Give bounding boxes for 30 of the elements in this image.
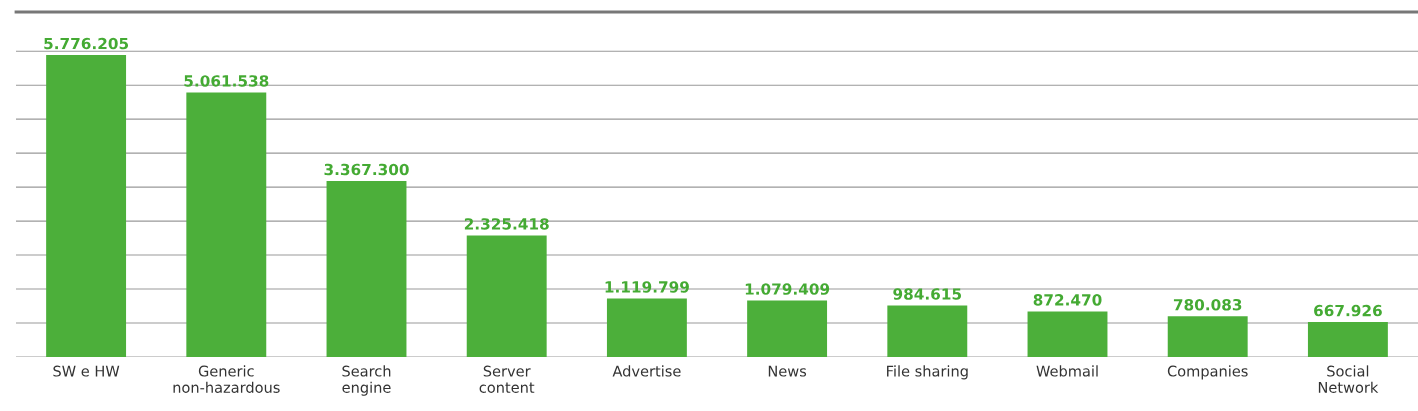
data-label: 780.083 xyxy=(1173,298,1242,311)
x-tick-label: File sharing xyxy=(887,365,968,380)
data-label: 3.367.300 xyxy=(324,163,409,176)
data-label: 667.926 xyxy=(1314,304,1382,317)
x-tick-label: Companies xyxy=(1167,365,1248,380)
x-tick-label: Advertise xyxy=(612,365,681,377)
x-tick-label: SW e HW xyxy=(53,365,120,377)
data-label: 5.776.205 xyxy=(44,37,129,50)
x-tick-label: Social Network xyxy=(1318,365,1379,393)
data-label: 1.079.409 xyxy=(745,283,830,295)
x-tick-label: Server content xyxy=(479,365,535,393)
bar xyxy=(186,92,267,357)
bar xyxy=(747,300,828,357)
bar xyxy=(606,298,687,357)
bar xyxy=(1307,322,1388,357)
x-tick-label: Generic non-hazardous xyxy=(173,365,280,393)
bar xyxy=(1027,311,1108,357)
data-label: 984.615 xyxy=(893,288,962,300)
bar xyxy=(1167,316,1248,357)
x-tick-label: News xyxy=(768,365,807,377)
x-tick-label: Webmail xyxy=(1036,365,1098,377)
data-label: 2.325.418 xyxy=(464,218,549,230)
bar xyxy=(466,235,547,357)
x-tick-label: Search engine xyxy=(342,365,391,396)
bar xyxy=(326,180,407,357)
data-label: 872.470 xyxy=(1033,294,1102,306)
data-label: 1.119.799 xyxy=(605,281,689,293)
data-label: 5.061.538 xyxy=(184,75,269,87)
bar xyxy=(46,55,127,357)
bar xyxy=(887,305,968,357)
